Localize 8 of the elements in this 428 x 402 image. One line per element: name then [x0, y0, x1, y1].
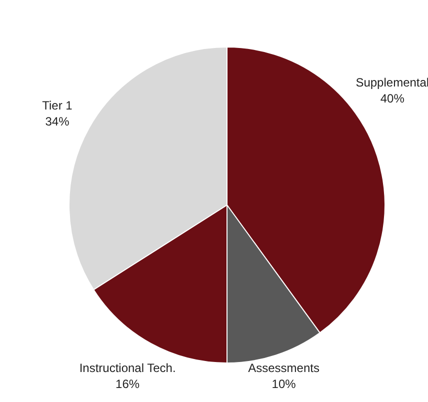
slice-label: Instructional Tech. — [79, 360, 176, 375]
data-label: 34% — [45, 114, 70, 128]
slice-label: Assessments — [248, 361, 320, 375]
data-label: 40% — [380, 91, 405, 106]
slice-label: Supplemental — [356, 75, 428, 90]
data-label: 10% — [272, 377, 296, 391]
slice-label: Tier 1 — [42, 98, 73, 112]
data-label: 16% — [116, 376, 140, 391]
